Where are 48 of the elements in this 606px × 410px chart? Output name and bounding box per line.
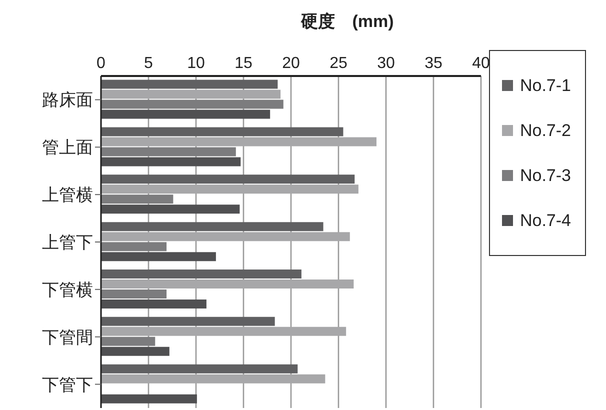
- bar: [101, 394, 197, 404]
- bar: [101, 137, 376, 146]
- bar: [101, 174, 355, 184]
- bar: [101, 127, 344, 136]
- bar: [101, 336, 156, 346]
- bar: [101, 80, 278, 89]
- bar: [101, 157, 241, 166]
- x-tick-label: 20: [282, 55, 300, 72]
- bar: [101, 110, 270, 119]
- x-tick-label: 35: [424, 55, 442, 72]
- bar: [101, 300, 206, 309]
- bar: [101, 346, 170, 356]
- y-tick-label: 路床面: [42, 90, 93, 110]
- bar: [101, 374, 326, 384]
- x-tick-label: 40: [472, 55, 490, 72]
- y-tick-label: 上管下: [42, 233, 93, 252]
- bar: [101, 252, 216, 262]
- bar: [101, 222, 324, 232]
- bar: [101, 316, 275, 326]
- chart-title: 硬度 (mm): [300, 11, 395, 33]
- bar: [101, 326, 346, 336]
- legend-label: No.7-1: [518, 74, 571, 96]
- bar: [101, 147, 236, 156]
- bar: [101, 290, 167, 299]
- legend-label: No.7-2: [518, 120, 571, 142]
- x-tick-label: 25: [330, 55, 348, 72]
- y-tick-label: 上管横: [42, 186, 93, 205]
- legend-label: No.7-4: [518, 210, 571, 232]
- bar: [101, 184, 358, 194]
- bar: [101, 270, 302, 279]
- bar: [101, 364, 298, 374]
- x-tick-label: 0: [96, 55, 106, 72]
- bar: [101, 232, 350, 242]
- y-tick-label: 下管横: [42, 280, 93, 300]
- x-tick-label: 5: [144, 55, 154, 72]
- bar: [101, 204, 240, 214]
- y-tick-label: 管上面: [42, 138, 93, 158]
- y-tick-label: 下管間: [42, 328, 93, 347]
- bar: [101, 90, 281, 99]
- bar: [101, 100, 284, 109]
- legend-label: No.7-3: [518, 164, 571, 186]
- x-tick-label: 30: [377, 55, 395, 72]
- x-tick-label: 10: [187, 55, 205, 72]
- x-tick-label: 15: [234, 55, 252, 72]
- bar: [101, 194, 174, 204]
- bar: [101, 242, 167, 252]
- bar: [101, 280, 354, 289]
- y-tick-label: 下管下: [42, 375, 93, 394]
